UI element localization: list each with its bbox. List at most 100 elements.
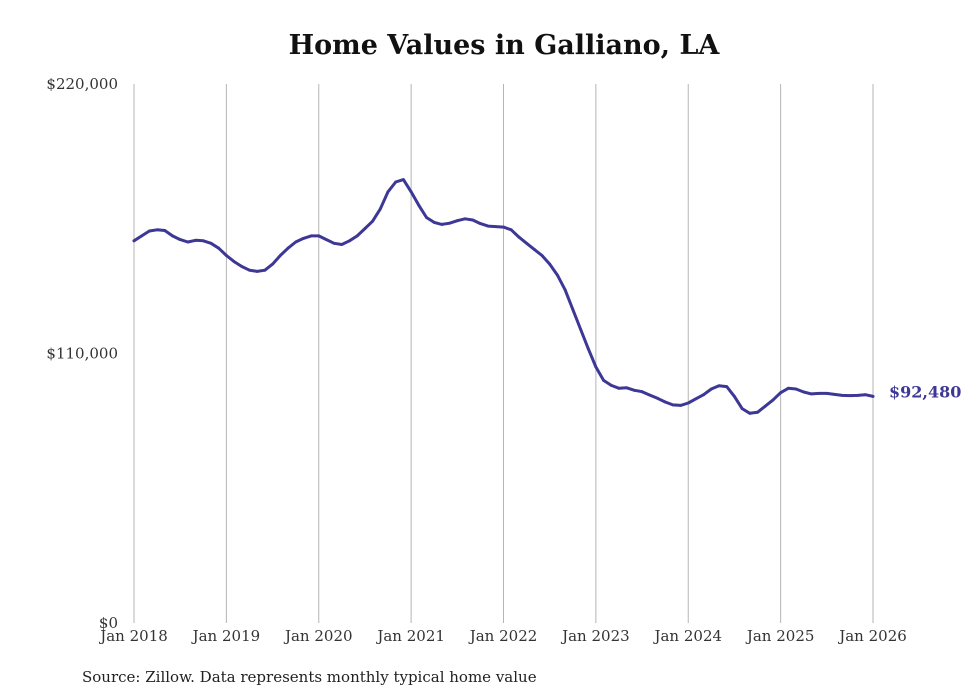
data-point [140, 234, 144, 238]
data-point [717, 384, 721, 388]
data-point [579, 327, 582, 331]
data-point [217, 246, 221, 250]
data-point [810, 392, 813, 396]
data-point [671, 403, 675, 407]
data-point [586, 347, 590, 350]
data-point [378, 207, 382, 211]
end-label-layer: $92,480 [889, 382, 961, 401]
data-point [548, 262, 552, 266]
data-point [440, 223, 444, 226]
data-point [679, 404, 682, 407]
data-point [656, 396, 659, 400]
data-point [363, 227, 367, 231]
data-point [409, 190, 413, 194]
data-point [625, 386, 629, 390]
gridlines [133, 84, 874, 623]
data-point [194, 238, 198, 242]
data-point [240, 265, 244, 268]
data-point [863, 393, 867, 397]
data-point [225, 254, 228, 257]
data-point [771, 398, 775, 402]
data-point [571, 308, 575, 311]
data-point [779, 391, 782, 395]
data-point [540, 254, 544, 257]
data-point [402, 178, 405, 182]
data-point [286, 246, 290, 250]
data-point [432, 221, 436, 224]
data-point [163, 229, 167, 232]
data-point [525, 241, 528, 245]
data-point [848, 394, 852, 397]
data-point [209, 241, 213, 245]
data-point [602, 379, 605, 382]
data-point [609, 384, 613, 387]
data-point [394, 180, 398, 184]
data-point [355, 234, 359, 238]
data-point [633, 388, 636, 392]
data-point [448, 221, 451, 225]
data-point [486, 224, 490, 228]
data-point [171, 234, 174, 238]
data-point [386, 190, 390, 194]
x-axis-ticks: Jan 2018 Jan 2019 Jan 2020 Jan 2021 Jan 2022… [98, 627, 907, 645]
source-note: Source: Zillow. Data represents monthly … [82, 668, 537, 686]
data-point [148, 229, 151, 233]
y-axis-ticks: $0 $110,000 $220,000 [46, 75, 118, 632]
data-point [294, 240, 298, 244]
data-point [248, 268, 251, 272]
data-point [756, 410, 759, 414]
x-tick-label: Jan 2024 [652, 627, 722, 645]
data-point [132, 239, 136, 243]
data-point [332, 241, 336, 245]
data-point [278, 254, 282, 257]
data-point [425, 216, 428, 219]
data-point [556, 273, 559, 277]
data-point [455, 219, 459, 223]
data-point [640, 390, 644, 394]
data-point [694, 397, 698, 401]
data-point [340, 243, 344, 246]
data-point [371, 219, 374, 223]
x-tick-label: Jan 2022 [468, 627, 538, 645]
data-point [825, 392, 829, 395]
x-tick-label: Jan 2025 [745, 627, 815, 645]
data-point [263, 268, 267, 272]
data-point [840, 394, 844, 397]
data-point [871, 395, 875, 398]
data-point [802, 390, 806, 394]
data-point [232, 260, 236, 263]
data-point [271, 262, 274, 266]
data-point [725, 385, 729, 388]
data-point [186, 240, 190, 244]
data-point [178, 238, 182, 242]
data-point [302, 237, 305, 240]
x-tick-label: Jan 2020 [283, 627, 353, 645]
data-point [463, 217, 467, 221]
data-point [155, 228, 159, 232]
data-point [255, 270, 259, 273]
end-value-label: $92,480 [889, 382, 961, 401]
data-point [509, 228, 513, 232]
data-point [740, 407, 744, 410]
series-layer [132, 178, 875, 415]
data-point [471, 218, 475, 222]
data-point [617, 386, 621, 390]
x-tick-label: Jan 2019 [191, 627, 261, 645]
data-point [479, 222, 482, 226]
data-point [317, 234, 321, 238]
x-tick-label: Jan 2021 [375, 627, 445, 645]
x-tick-label: Jan 2018 [98, 627, 168, 645]
x-tick-label: Jan 2023 [560, 627, 630, 645]
data-point [786, 386, 790, 390]
data-point [201, 239, 205, 243]
data-point [502, 225, 505, 229]
x-tick-label: Jan 2026 [837, 627, 907, 645]
data-point [348, 239, 351, 243]
data-point [686, 401, 690, 405]
data-point [563, 288, 567, 292]
data-point [309, 234, 313, 238]
data-point [702, 393, 705, 397]
data-point [794, 387, 798, 391]
data-point [763, 404, 767, 408]
